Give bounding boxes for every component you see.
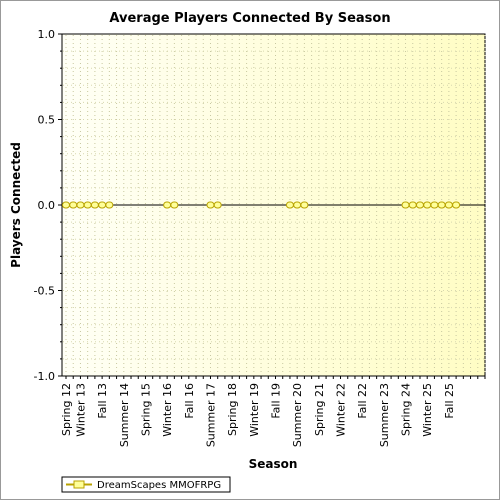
- x-tick-label: Spring 21: [313, 383, 326, 436]
- data-point: [206, 201, 215, 209]
- data-point: [293, 201, 302, 209]
- data-point: [415, 201, 424, 209]
- y-tick-label: 1.0: [38, 28, 56, 41]
- y-axis: 1.0 0.5 0.0 -0.5 -1.0: [34, 28, 62, 383]
- x-tick-label: Winter 25: [421, 383, 434, 437]
- x-tick-label: Summer 14: [118, 383, 131, 447]
- data-point: [76, 201, 85, 209]
- x-tick-label: Summer 23: [378, 383, 391, 447]
- data-point: [105, 201, 114, 209]
- data-point: [444, 201, 453, 209]
- data-point: [437, 201, 446, 209]
- x-tick-label: Winter 22: [335, 383, 348, 437]
- data-point: [430, 201, 439, 209]
- data-point: [69, 201, 78, 209]
- x-axis-title: Season: [249, 457, 298, 471]
- x-tick-label: Fall 25: [443, 383, 456, 419]
- x-tick-label: Fall 22: [356, 383, 369, 419]
- x-tick-label: Spring 24: [400, 383, 413, 436]
- data-point: [423, 201, 432, 209]
- series-layer: [62, 201, 485, 209]
- x-tick-label: Spring 12: [60, 383, 73, 436]
- y-tick-label: 0.0: [38, 199, 56, 212]
- data-point: [213, 201, 222, 209]
- data-point: [285, 201, 294, 209]
- x-tick-label: Winter 16: [161, 383, 174, 437]
- x-tick-label: Summer 20: [291, 383, 304, 447]
- y-tick-label: -1.0: [34, 370, 55, 383]
- data-point: [170, 201, 179, 209]
- x-tick-label: Spring 15: [139, 383, 152, 436]
- legend-marker-swatch: [73, 480, 85, 489]
- x-tick-label: Fall 13: [96, 383, 109, 419]
- y-tick-label: -0.5: [34, 285, 55, 298]
- x-axis: Spring 12 Winter 13 Fall 13 Summer 14 Spring…: [60, 376, 486, 447]
- data-point: [300, 201, 309, 209]
- y-tick-label: 0.5: [38, 114, 56, 127]
- data-point: [408, 201, 417, 209]
- x-tick-label: Fall 19: [270, 383, 283, 419]
- x-tick-label: Summer 17: [204, 383, 217, 447]
- x-tick-label: Winter 13: [74, 383, 87, 437]
- y-axis-title: Players Connected: [9, 142, 23, 268]
- x-tick-label: Winter 19: [248, 383, 261, 437]
- legend-box: [61, 476, 231, 493]
- data-point: [452, 201, 461, 209]
- chart-title: Average Players Connected By Season: [109, 11, 390, 26]
- legend-label: DreamScapes MMOFRPG: [97, 480, 221, 491]
- data-point: [163, 201, 172, 209]
- x-tick-label: Spring 18: [226, 383, 239, 436]
- data-point: [62, 201, 70, 209]
- data-point: [90, 201, 99, 209]
- legend: DreamScapes MMOFRPG: [61, 476, 231, 493]
- x-tick-label: Fall 16: [183, 383, 196, 419]
- data-point: [83, 201, 92, 209]
- data-point: [401, 201, 410, 209]
- data-point: [98, 201, 107, 209]
- grid-lines: [62, 35, 486, 375]
